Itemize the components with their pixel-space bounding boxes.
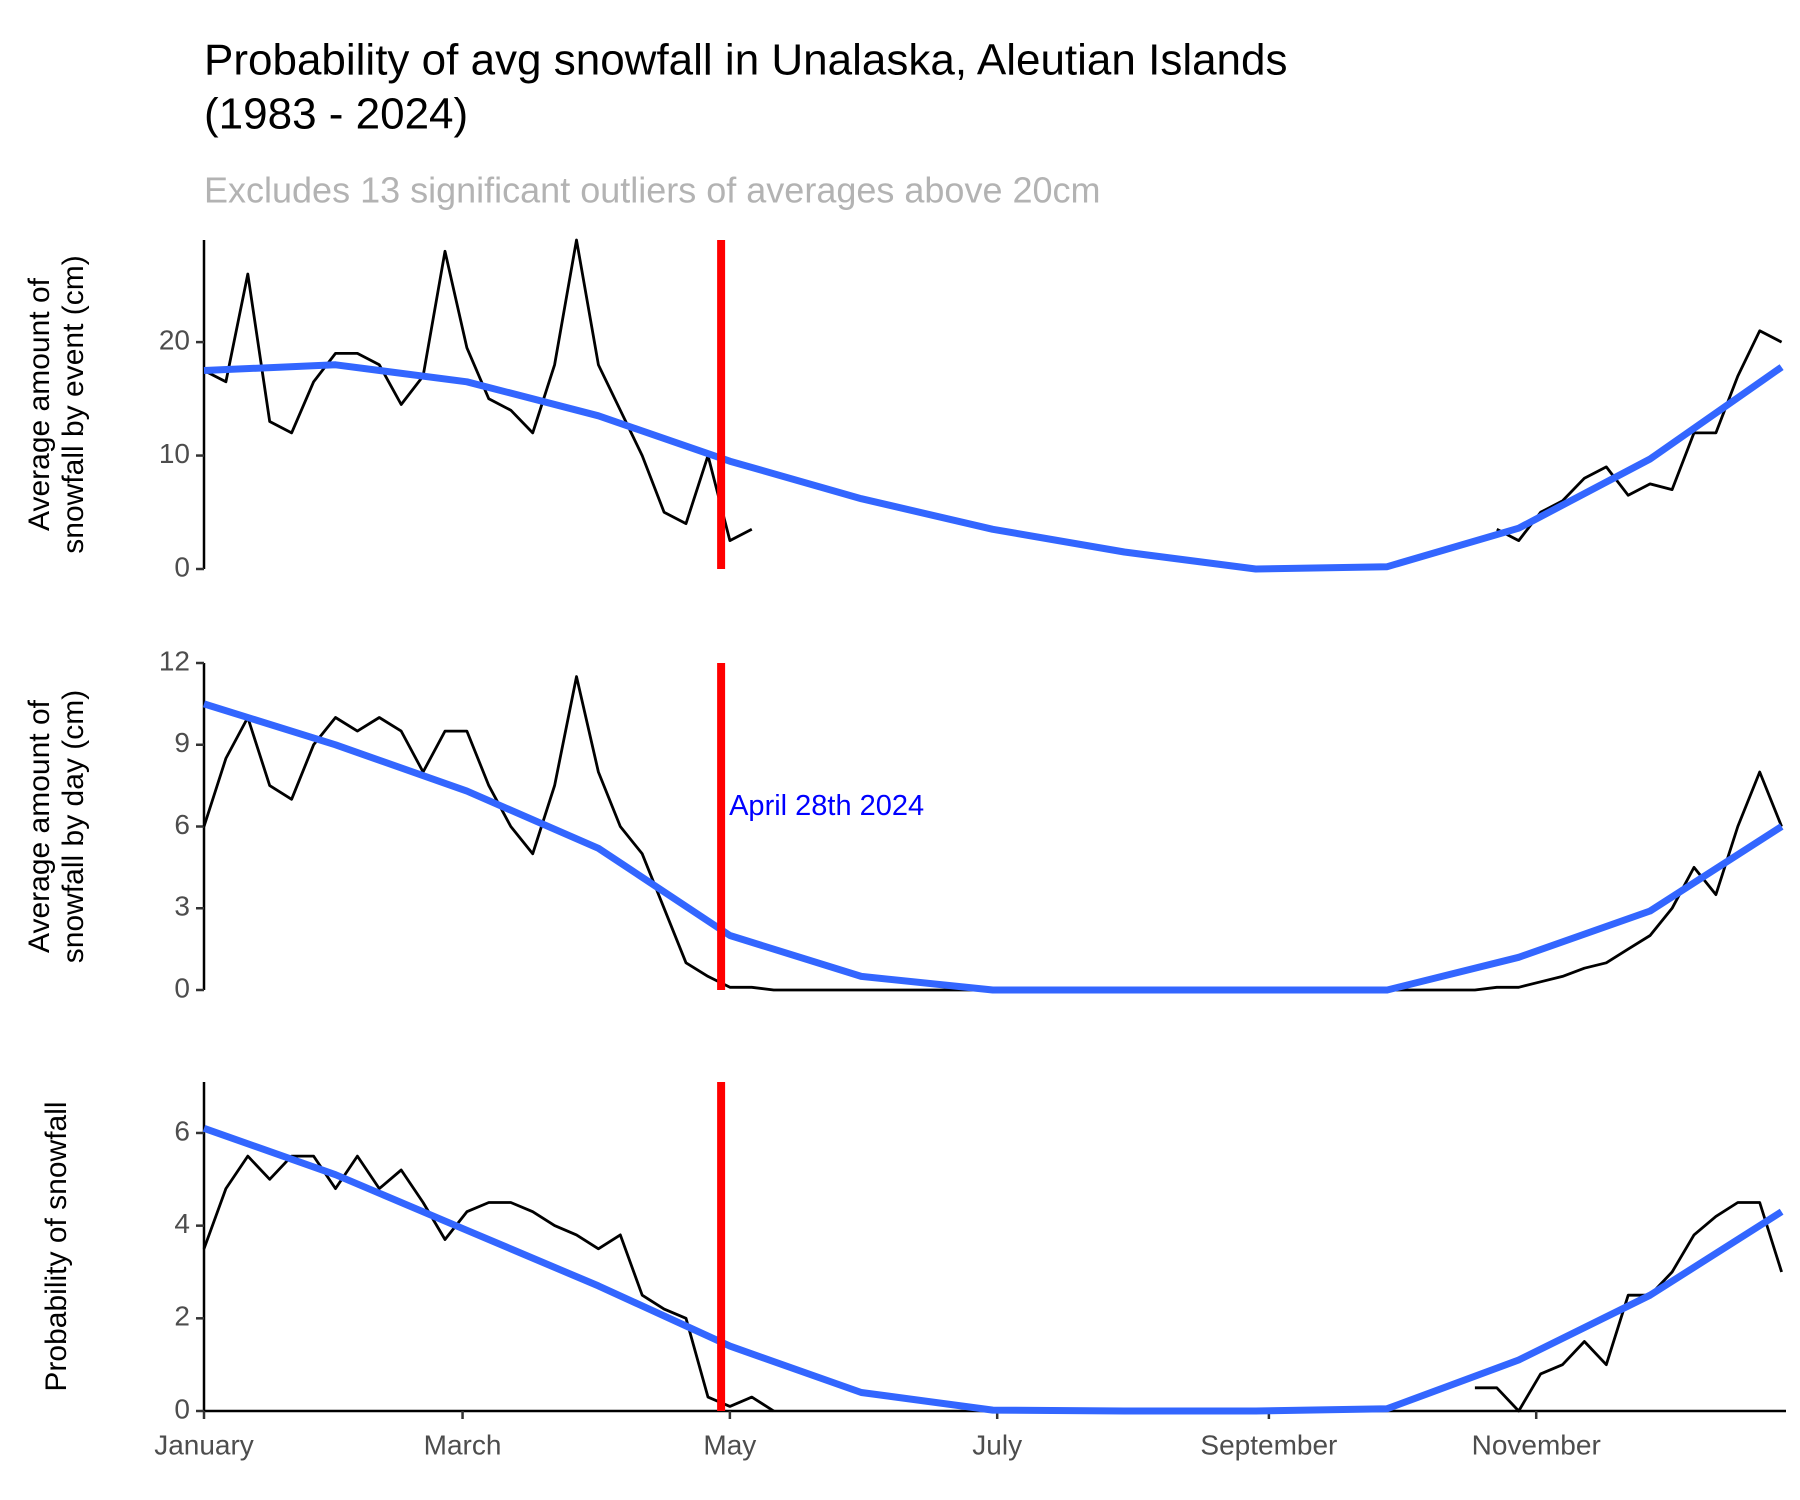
x-tick-label: September — [1200, 1429, 1337, 1460]
y-tick-label: 6 — [174, 809, 190, 840]
y-tick-label: 0 — [174, 972, 190, 1003]
trend-line — [203, 361, 1784, 573]
x-tick-label: July — [972, 1429, 1022, 1460]
y-tick-label: 2 — [174, 1301, 190, 1332]
data-line — [203, 238, 1783, 542]
data-line — [202, 1154, 1783, 1413]
y-tick-label: 0 — [174, 1393, 190, 1424]
y-tick-label: 9 — [174, 727, 190, 758]
trend-line — [202, 1124, 1784, 1415]
annotation: April 28th 2024 — [729, 790, 924, 822]
x-tick-label: November — [1472, 1429, 1601, 1460]
y-tick-label: 6 — [174, 1115, 190, 1146]
trend-line — [202, 700, 1784, 994]
chart-title: Probability of avg snowfall in Unalaska,… — [204, 36, 1288, 85]
y-tick-label: 10 — [159, 438, 190, 469]
y-tick-label: 20 — [159, 324, 190, 355]
y-axis-title: Average amount of — [23, 699, 56, 953]
x-tick-label: March — [424, 1429, 502, 1460]
y-tick-label: 0 — [174, 551, 190, 582]
chart-subtitle: Excludes 13 significant outliers of aver… — [204, 170, 1101, 211]
y-axis-title: snowfall by event (cm) — [57, 255, 90, 553]
y-axis-title: Probability of snowfall — [40, 1101, 73, 1391]
y-tick-label: 3 — [174, 891, 190, 922]
y-tick-label: 12 — [159, 645, 190, 676]
x-tick-label: January — [154, 1429, 254, 1460]
data-line — [202, 675, 1783, 992]
y-axis-title: Average amount of — [23, 277, 56, 531]
y-axis-title: snowfall by day (cm) — [57, 690, 90, 963]
x-tick-label: May — [703, 1429, 756, 1460]
y-tick-label: 4 — [174, 1208, 190, 1239]
chart-title: (1983 - 2024) — [204, 90, 468, 139]
